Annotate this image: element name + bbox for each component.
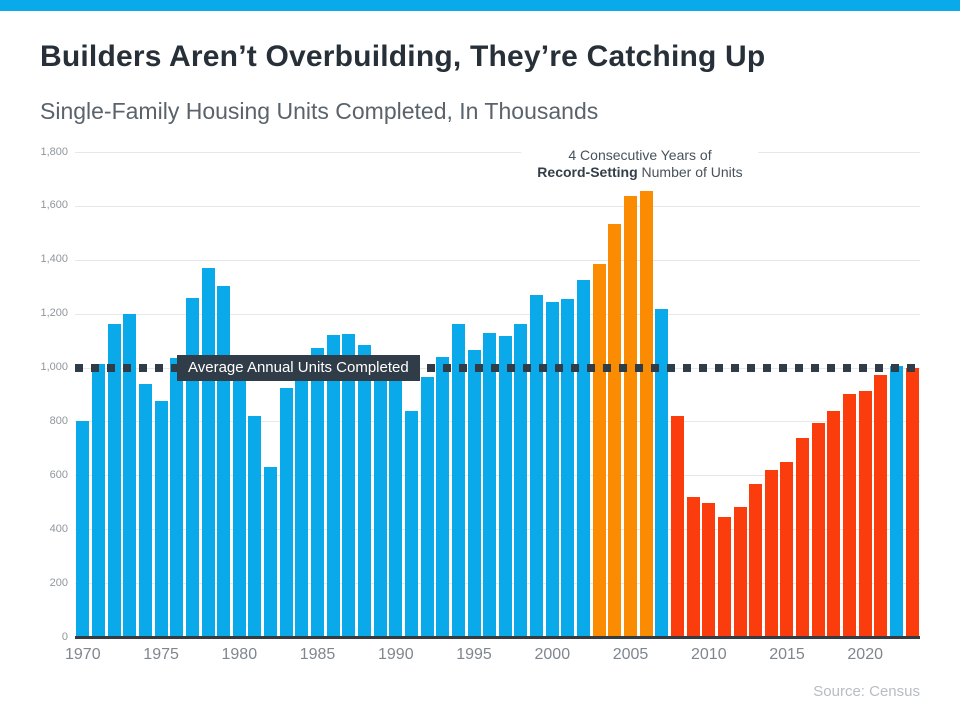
- bar-1987: [342, 334, 356, 637]
- bar-2014: [764, 469, 778, 637]
- x-axis-label-2000: 2000: [534, 646, 571, 663]
- y-axis-label-1200: 1,200: [40, 307, 68, 320]
- bar-2000: [545, 302, 559, 637]
- gridline-600: [75, 475, 920, 477]
- x-axis-label-2020: 2020: [847, 646, 883, 663]
- bar-1979: [217, 286, 231, 637]
- bar-2016: [796, 438, 810, 637]
- bar-2008: [670, 416, 684, 637]
- bar-1993: [436, 357, 450, 637]
- bar-1997: [498, 336, 512, 637]
- gridline-200: [75, 583, 920, 585]
- bar-1978: [201, 268, 215, 637]
- bar-2010: [702, 503, 716, 637]
- x-axis-label-2015: 2015: [769, 646, 805, 663]
- bar-1988: [357, 344, 371, 637]
- x-axis-label-2010: 2010: [691, 646, 727, 663]
- bar-2021: [874, 375, 888, 637]
- y-axis-label-400: 400: [49, 522, 68, 535]
- y-axis-label-1400: 1,400: [40, 253, 68, 266]
- bar-1971: [91, 363, 105, 637]
- bar-1973: [123, 314, 137, 637]
- bar-2001: [561, 298, 575, 637]
- annotation-line-1: 4 Consecutive Years of: [568, 147, 712, 163]
- gridline-1200: [75, 313, 920, 315]
- bar-1981: [248, 416, 262, 637]
- bar-1983: [279, 388, 293, 637]
- bar-1972: [107, 324, 121, 637]
- annotation-line-2: Record-Setting Number of Units: [537, 164, 743, 180]
- bar-2018: [827, 410, 841, 637]
- bar-2019: [843, 393, 857, 637]
- bar-1974: [138, 383, 152, 637]
- bar-2015: [780, 462, 794, 637]
- gridline-1600: [75, 205, 920, 207]
- bar-1994: [451, 324, 465, 637]
- top-banner-stripe: [0, 0, 960, 11]
- source-note: Source: Census: [813, 683, 920, 700]
- bar-2022: [890, 366, 904, 637]
- gridline-400: [75, 529, 920, 531]
- page-title: Builders Aren’t Overbuilding, They’re Ca…: [40, 40, 766, 73]
- gridline-1800: [75, 152, 920, 153]
- bar-1982: [264, 466, 278, 637]
- bar-2003: [592, 263, 606, 637]
- bar-2009: [686, 496, 700, 637]
- bar-1992: [420, 377, 434, 637]
- bar-1976: [170, 358, 184, 637]
- bar-1984: [295, 360, 309, 637]
- bar-1980: [232, 379, 246, 637]
- y-axis-label-200: 200: [49, 576, 68, 589]
- gridline-1400: [75, 259, 920, 261]
- y-axis-label-800: 800: [49, 414, 68, 427]
- bar-2020: [858, 391, 872, 637]
- bar-2012: [733, 506, 747, 637]
- bar-1998: [514, 324, 528, 637]
- y-axis-label-1600: 1,600: [40, 199, 68, 212]
- bar-2017: [811, 422, 825, 637]
- bar-1990: [389, 376, 403, 637]
- chart-subtitle: Single-Family Housing Units Completed, I…: [40, 98, 599, 124]
- x-axis-label-1975: 1975: [143, 646, 179, 663]
- x-axis-label-1995: 1995: [456, 646, 492, 663]
- x-axis-label-1980: 1980: [221, 646, 258, 663]
- x-axis-line: [75, 636, 920, 639]
- bar-2002: [577, 279, 591, 637]
- y-axis-label-1000: 1,000: [40, 361, 68, 374]
- bar-2006: [639, 191, 653, 637]
- x-axis-label-1990: 1990: [378, 646, 414, 663]
- y-axis-label-1800: 1,800: [40, 145, 68, 158]
- average-line-label: Average Annual Units Completed: [177, 354, 420, 381]
- bar-1977: [185, 298, 199, 637]
- gridline-800: [75, 421, 920, 423]
- x-axis-label-1985: 1985: [299, 646, 336, 663]
- bar-1975: [154, 401, 168, 637]
- bar-1991: [404, 411, 418, 637]
- bar-1995: [467, 349, 481, 637]
- bar-1970: [76, 420, 90, 637]
- bar-2023: [905, 368, 919, 637]
- record-years-annotation: 4 Consecutive Years of Record-Setting Nu…: [521, 145, 759, 183]
- bar-2005: [624, 196, 637, 637]
- bar-1985: [311, 348, 325, 637]
- bar-2011: [717, 516, 731, 637]
- bar-2013: [749, 483, 763, 637]
- bar-2004: [608, 224, 622, 637]
- bar-1986: [326, 335, 340, 637]
- bar-2007: [655, 308, 669, 637]
- bar-1996: [483, 332, 497, 637]
- y-axis-label-0: 0: [61, 630, 68, 643]
- y-axis-label-600: 600: [49, 468, 68, 481]
- bar-1989: [373, 360, 387, 637]
- x-axis-label-1970: 1970: [65, 646, 101, 663]
- bar-1999: [530, 294, 544, 637]
- average-line: [75, 363, 920, 372]
- x-axis-label-2005: 2005: [612, 646, 649, 663]
